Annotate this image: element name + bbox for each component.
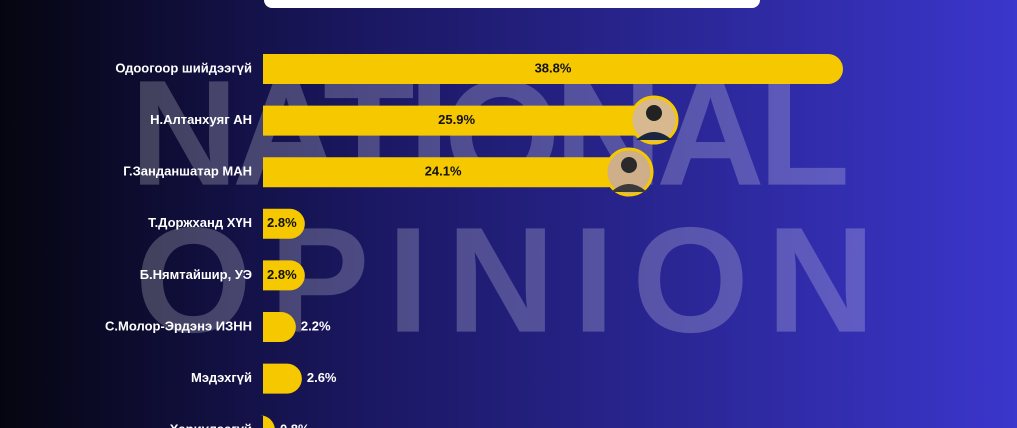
category-label: Хариулаагүй <box>170 422 252 428</box>
header-box <box>264 0 760 8</box>
category-label: Т.Доржханд ХҮН <box>148 215 252 230</box>
category-label: Одоогоор шийдээгүй <box>115 60 252 75</box>
value-label: 25.9% <box>438 112 475 127</box>
bar <box>263 105 651 136</box>
bar <box>263 312 296 342</box>
value-label: 2.6% <box>307 370 337 385</box>
category-label: Б.Нямтайшир, УЭ <box>140 267 252 282</box>
value-label: 24.1% <box>425 164 462 179</box>
value-label: 0.8% <box>280 422 310 428</box>
bar <box>263 54 843 84</box>
value-label: 2.2% <box>301 318 331 333</box>
photo <box>604 147 654 197</box>
category-label: Мэдэхгүй <box>191 370 252 385</box>
value-label: 38.8% <box>535 60 572 75</box>
bar <box>263 363 302 394</box>
photo <box>629 95 679 145</box>
category-label: Н.Алтанхуяг АН <box>150 112 252 127</box>
bar <box>263 260 305 291</box>
value-label: 2.8% <box>267 267 297 282</box>
bar <box>263 157 624 188</box>
category-label: Г.Занданшатар МАН <box>123 164 252 179</box>
bar <box>263 208 305 239</box>
bar <box>259 415 275 428</box>
category-label: С.Молор-Эрдэнэ ИЗНН <box>105 318 252 333</box>
value-label: 2.8% <box>267 215 297 230</box>
bars: Одоогоор шийдээгүй 38.8% Н.Алтанхуяг АН 25.… <box>105 54 843 428</box>
